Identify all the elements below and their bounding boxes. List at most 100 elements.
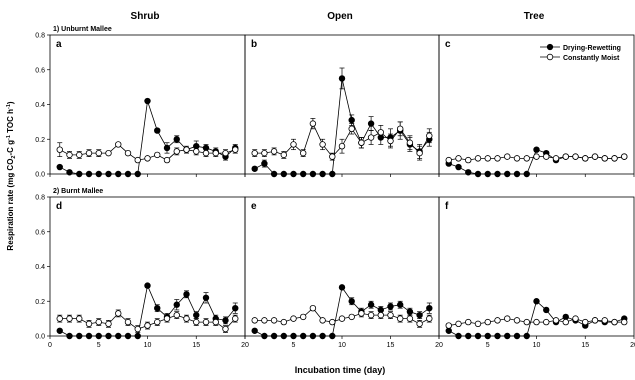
data-point xyxy=(212,149,219,157)
panels-layer: 0.0 0.2 0.4 0.6 0.8 a b c 0.0 0.2 0.4 0.6 0.8 0 5 10 15 2… xyxy=(35,33,635,350)
data-point xyxy=(183,146,190,153)
data-point xyxy=(85,149,93,157)
data-point xyxy=(367,134,375,141)
data-point xyxy=(173,148,180,155)
data-point xyxy=(173,301,180,308)
data-point xyxy=(154,127,161,134)
data-point xyxy=(163,144,171,152)
series-line xyxy=(448,300,625,337)
data-point xyxy=(513,155,521,162)
panel-a: 0.0 0.2 0.4 0.6 0.8 a xyxy=(35,33,246,179)
data-point xyxy=(416,311,423,319)
data-point xyxy=(484,318,491,326)
data-point xyxy=(445,327,452,334)
y-tick-label: 0.6 xyxy=(35,229,45,236)
data-point xyxy=(290,170,297,178)
x-tick-label: 5 xyxy=(292,342,296,349)
data-point xyxy=(95,170,102,178)
data-point xyxy=(611,318,618,326)
panel-c: c xyxy=(438,34,635,178)
series-drying-rewetting xyxy=(445,146,628,178)
panel-label: c xyxy=(445,39,451,50)
series-constantly-moist xyxy=(251,118,433,161)
y-tick-label: 0.4 xyxy=(35,264,45,271)
data-point xyxy=(270,332,278,340)
data-point xyxy=(163,156,171,164)
data-point xyxy=(397,315,404,322)
data-point xyxy=(455,320,462,328)
data-point xyxy=(300,313,307,321)
data-point xyxy=(329,318,336,326)
data-point xyxy=(387,311,394,319)
data-point xyxy=(406,315,414,322)
data-point xyxy=(523,170,530,178)
data-point xyxy=(134,332,141,340)
data-point xyxy=(387,137,394,145)
data-point xyxy=(105,149,112,157)
data-point xyxy=(338,284,346,291)
data-point xyxy=(251,327,258,334)
x-tick-label: 15 xyxy=(581,342,589,349)
data-point xyxy=(290,315,297,322)
data-point xyxy=(85,170,93,178)
data-point xyxy=(572,315,579,322)
data-point xyxy=(134,156,141,164)
panel-d: 0.0 0.2 0.4 0.6 0.8 0 5 10 15 20 d xyxy=(35,195,249,350)
data-point xyxy=(406,308,414,315)
x-tick-label: 0 xyxy=(48,342,52,349)
data-point xyxy=(601,317,608,324)
data-point xyxy=(85,332,93,340)
data-point xyxy=(552,155,560,162)
data-point xyxy=(183,315,190,322)
data-point xyxy=(319,332,326,340)
series-constantly-moist xyxy=(56,309,239,333)
data-point xyxy=(144,322,151,329)
y-tick-label: 0.6 xyxy=(35,67,45,74)
data-point xyxy=(202,318,210,326)
data-point xyxy=(76,315,83,322)
data-point xyxy=(621,318,628,326)
data-point xyxy=(329,332,336,340)
data-point xyxy=(504,170,511,178)
data-point xyxy=(562,153,569,160)
data-point xyxy=(513,332,521,340)
y-tick-label: 0.4 xyxy=(35,102,45,109)
data-point xyxy=(56,327,63,334)
data-point xyxy=(572,153,579,160)
column-title-shrub: Shrub xyxy=(131,11,160,22)
data-point xyxy=(270,148,278,155)
data-point xyxy=(367,301,375,308)
data-point xyxy=(95,318,102,326)
series-drying-rewetting xyxy=(251,67,433,178)
data-point xyxy=(193,318,200,326)
legend: Drying-Rewetting Constantly Moist xyxy=(540,43,621,62)
data-point xyxy=(85,320,93,328)
data-point xyxy=(474,155,482,162)
data-point xyxy=(309,305,317,312)
data-point xyxy=(105,170,112,178)
data-point xyxy=(445,322,452,329)
data-point xyxy=(494,332,501,340)
data-point xyxy=(270,317,278,324)
legend-marker-drying xyxy=(546,43,554,51)
panel-e: 5 10 15 20 e xyxy=(244,196,443,349)
data-point xyxy=(261,160,268,167)
data-point xyxy=(494,155,501,162)
data-point xyxy=(611,155,618,162)
data-point xyxy=(455,332,462,340)
data-point xyxy=(115,141,122,148)
data-point xyxy=(115,332,122,340)
data-point xyxy=(504,153,511,160)
x-tick-label: 20 xyxy=(241,342,249,349)
data-point xyxy=(154,305,161,312)
x-tick-label: 20 xyxy=(630,342,635,349)
data-point xyxy=(329,153,336,160)
data-point xyxy=(154,318,161,326)
y-tick-label: 0.2 xyxy=(35,137,45,144)
data-point xyxy=(173,136,180,143)
data-point xyxy=(163,315,171,322)
data-point xyxy=(124,149,132,157)
data-point xyxy=(494,317,501,324)
data-point xyxy=(251,149,258,157)
